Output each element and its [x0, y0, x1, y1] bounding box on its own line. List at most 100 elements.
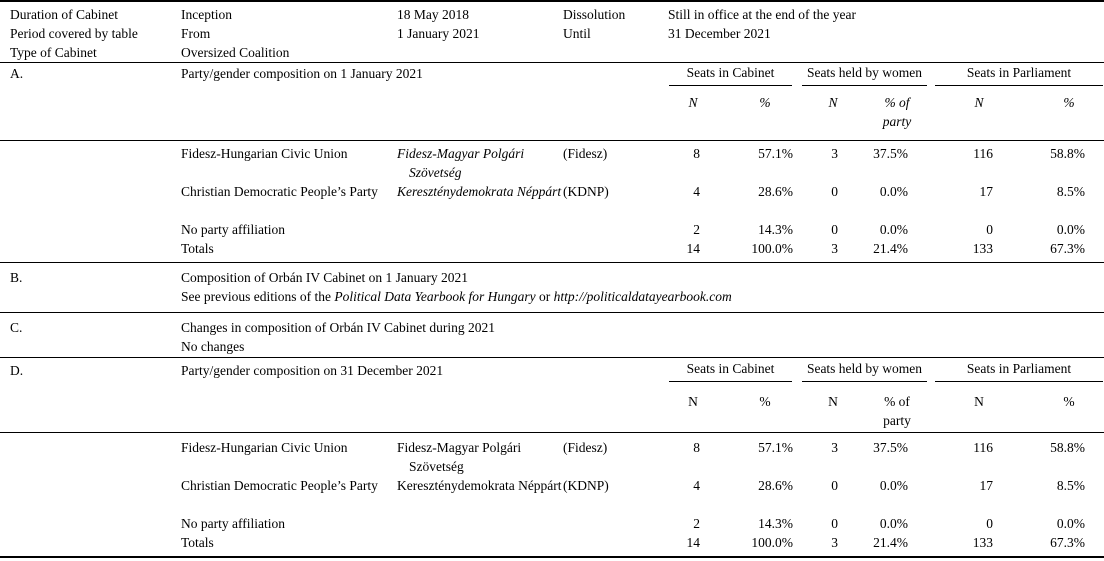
- col-head-n: N: [974, 394, 984, 409]
- seats-parliament-n: 0: [986, 516, 993, 531]
- seats-cabinet-pct: 57.1%: [758, 146, 793, 161]
- seats-cabinet-pct: 28.6%: [758, 184, 793, 199]
- section-caption: Composition of Orbán IV Cabinet on 1 Jan…: [181, 270, 468, 285]
- party-native-name: Fidesz-Magyar Polgári Szövetség: [397, 146, 525, 180]
- party-abbreviation: (KDNP): [563, 478, 609, 493]
- section-note: See previous editions of the Political D…: [181, 287, 881, 306]
- seats-parliament-pct: 8.5%: [1056, 478, 1085, 493]
- meta-key: From: [181, 26, 211, 41]
- meta-value: 18 May 2018: [397, 7, 469, 22]
- seats-cabinet-n: 8: [693, 146, 700, 161]
- party-name: No party affiliation: [181, 516, 285, 531]
- col-group-seats-held-by-women: Seats held by women: [802, 63, 927, 86]
- women-pct-of-party: 0.0%: [879, 516, 908, 531]
- party-name: Christian Democratic People’s Party: [181, 184, 378, 199]
- seats-cabinet-pct: 28.6%: [758, 478, 793, 493]
- seats-cabinet-pct: 100.0%: [751, 241, 793, 256]
- seats-parliament-pct: 0.0%: [1056, 222, 1085, 237]
- women-pct-of-party: 37.5%: [873, 146, 908, 161]
- party-native-name: Fidesz-Magyar Polgári Szövetség: [397, 440, 522, 474]
- col-head-pct-of: % of: [884, 394, 910, 409]
- section-letter: A.: [10, 66, 24, 81]
- col-group-seats-in-parliament: Seats in Parliament: [935, 63, 1103, 86]
- seats-cabinet-pct: 57.1%: [758, 440, 793, 455]
- party-native-name: Kereszténydemokrata Néppárt: [397, 478, 562, 493]
- party-name: No party affiliation: [181, 222, 285, 237]
- col-head-party: party: [882, 114, 912, 129]
- note-publication-title: Political Data Yearbook for Hungary: [334, 289, 536, 304]
- seats-parliament-pct: 67.3%: [1050, 535, 1085, 550]
- divider: [0, 432, 1104, 433]
- col-head-n: N: [688, 95, 698, 110]
- seats-parliament-n: 133: [972, 535, 993, 550]
- seats-cabinet-n: 2: [693, 516, 700, 531]
- seats-cabinet-n: 8: [693, 440, 700, 455]
- divider: [0, 62, 1104, 63]
- women-pct-of-party: 21.4%: [873, 241, 908, 256]
- col-head-n: N: [828, 394, 838, 409]
- women-n: 3: [831, 241, 838, 256]
- women-pct-of-party: 0.0%: [879, 222, 908, 237]
- meta-key: Dissolution: [563, 7, 626, 22]
- col-head-n: N: [974, 95, 984, 110]
- section-letter: B.: [10, 270, 23, 285]
- women-n: 0: [831, 516, 838, 531]
- col-head-pct-of-party: % of party: [867, 392, 927, 430]
- seats-cabinet-n: 4: [693, 184, 700, 199]
- party-name: Christian Democratic People’s Party: [181, 478, 378, 493]
- women-pct-of-party: 37.5%: [873, 440, 908, 455]
- col-head-n: N: [688, 394, 698, 409]
- divider: [0, 0, 1104, 2]
- seats-parliament-n: 0: [986, 222, 993, 237]
- seats-cabinet-n: 2: [693, 222, 700, 237]
- seats-parliament-pct: 58.8%: [1050, 440, 1085, 455]
- meta-key: Until: [563, 26, 591, 41]
- seats-parliament-pct: 0.0%: [1056, 516, 1085, 531]
- section-caption: Changes in composition of Orbán IV Cabin…: [181, 320, 495, 335]
- seats-cabinet-n: 14: [686, 535, 701, 550]
- party-abbreviation: (Fidesz): [563, 440, 608, 455]
- divider: [0, 357, 1104, 358]
- col-head-pct-of: % of: [884, 95, 910, 110]
- meta-label: Period covered by table: [10, 26, 138, 41]
- col-head-pct: %: [759, 394, 771, 409]
- seats-cabinet-pct: 100.0%: [751, 535, 793, 550]
- seats-cabinet-pct: 14.3%: [758, 222, 793, 237]
- party-abbreviation: (Fidesz): [563, 146, 608, 161]
- meta-value: Oversized Coalition: [181, 45, 290, 60]
- section-note: No changes: [181, 339, 245, 354]
- seats-parliament-n: 17: [979, 184, 994, 199]
- col-group-seats-in-cabinet: Seats in Cabinet: [669, 359, 792, 382]
- col-head-n: N: [828, 95, 838, 110]
- women-pct-of-party: 21.4%: [873, 535, 908, 550]
- divider: [0, 556, 1104, 558]
- section-letter: D.: [10, 363, 24, 378]
- meta-label: Duration of Cabinet: [10, 7, 118, 22]
- women-n: 0: [831, 222, 838, 237]
- women-pct-of-party: 0.0%: [879, 184, 908, 199]
- seats-parliament-n: 133: [972, 241, 993, 256]
- col-head-pct: %: [1063, 394, 1075, 409]
- note-text: See previous editions of the: [181, 289, 335, 304]
- meta-value: Still in office at the end of the year: [668, 7, 856, 22]
- meta-value: 1 January 2021: [397, 26, 480, 41]
- meta-value: 31 December 2021: [668, 26, 771, 41]
- divider: [0, 262, 1104, 263]
- women-pct-of-party: 0.0%: [879, 478, 908, 493]
- col-group-seats-held-by-women: Seats held by women: [802, 359, 927, 382]
- seats-parliament-pct: 8.5%: [1056, 184, 1085, 199]
- party-abbreviation: (KDNP): [563, 184, 609, 199]
- seats-parliament-pct: 67.3%: [1050, 241, 1085, 256]
- women-n: 0: [831, 184, 838, 199]
- divider: [0, 140, 1104, 141]
- seats-parliament-pct: 58.8%: [1050, 146, 1085, 161]
- totals-label: Totals: [181, 535, 214, 550]
- party-native-name: Kereszténydemokrata Néppárt: [397, 184, 562, 199]
- seats-cabinet-n: 14: [686, 241, 701, 256]
- seats-parliament-n: 116: [973, 146, 993, 161]
- party-name: Fidesz-Hungarian Civic Union: [181, 440, 348, 455]
- women-n: 3: [831, 440, 838, 455]
- section-caption: Party/gender composition on 1 January 20…: [181, 66, 423, 81]
- seats-cabinet-pct: 14.3%: [758, 516, 793, 531]
